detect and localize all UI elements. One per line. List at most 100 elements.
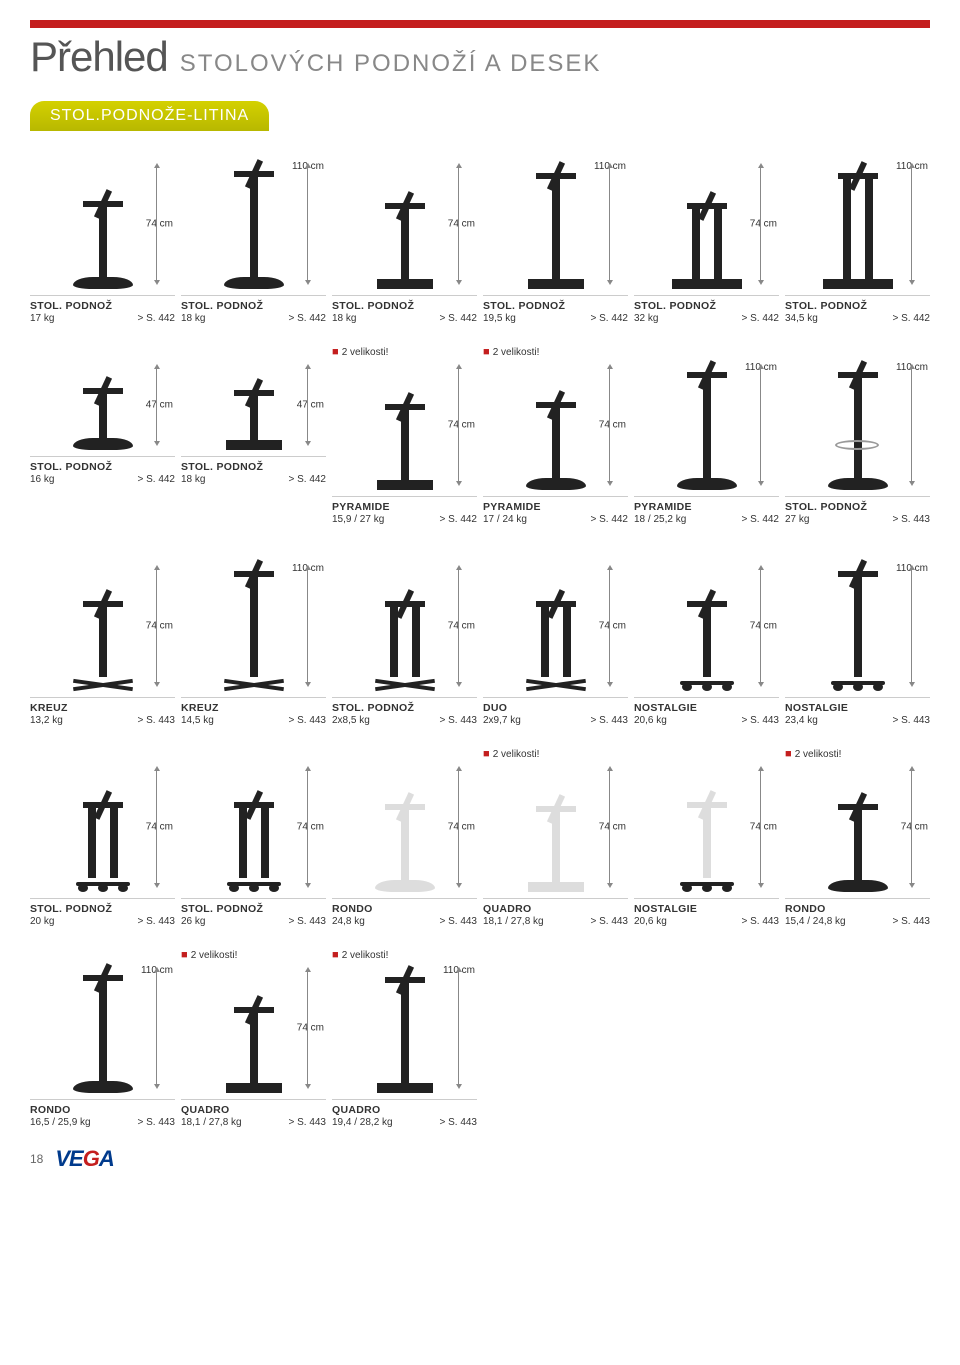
product-figure: 74 cm xyxy=(483,561,628,691)
product-figure: 74 cm xyxy=(181,762,326,892)
product-name: QUADRO xyxy=(181,1104,326,1116)
product-name: DUO xyxy=(483,702,628,714)
product-weight: 16 kg xyxy=(30,474,54,485)
product-page-ref: > S. 442 xyxy=(741,313,779,324)
page-footer: 18 VEGA xyxy=(30,1146,930,1172)
product-page-ref: > S. 442 xyxy=(892,313,930,324)
product-weight: 20,6 kg xyxy=(634,715,667,726)
product-page-ref: > S. 442 xyxy=(590,514,628,525)
product-info: NOSTALGIE23,4 kg> S. 443 xyxy=(785,697,930,726)
product-info: STOL. PODNOŽ19,5 kg > S. 442 xyxy=(483,295,628,324)
product-info: QUADRO18,1 / 27,8 kg> S. 443 xyxy=(181,1099,326,1128)
page-title: Přehled STOLOVÝCH PODNOŽÍ A DESEK xyxy=(30,33,930,81)
product-page-ref: > S. 443 xyxy=(288,1117,326,1128)
product-page-ref: > S. 442 xyxy=(590,313,628,324)
dimension-arrow xyxy=(609,368,610,482)
height-label: 74 cm xyxy=(750,219,777,230)
product-page-ref: > S. 442 xyxy=(288,474,326,485)
product-info: STOL. PODNOŽ27 kg> S. 443 xyxy=(785,496,930,525)
height-label: 74 cm xyxy=(297,822,324,833)
product-page-ref: > S. 443 xyxy=(137,1117,175,1128)
product-row: 74 cmKREUZ13,2 kg> S. 443110 cmKREUZ14,5… xyxy=(30,543,930,726)
product-cell: 2 velikosti!74 cmRONDO15,4 / 24,8 kg> S.… xyxy=(785,744,930,927)
product-weight: 32 kg xyxy=(634,313,658,324)
product-figure: 74 cm xyxy=(483,360,628,490)
product-info: RONDO24,8 kg> S. 443 xyxy=(332,898,477,927)
product-name: NOSTALGIE xyxy=(634,702,779,714)
product-page-ref: > S. 443 xyxy=(288,916,326,927)
product-cell: 74 cm STOL. PODNOŽ26 kg> S. 443 xyxy=(181,744,326,927)
product-info: NOSTALGIE20,6 kg > S. 443 xyxy=(634,697,779,726)
size-badge: 2 velikosti! xyxy=(483,347,539,358)
height-label: 74 cm xyxy=(448,822,475,833)
dimension-arrow xyxy=(458,569,459,683)
product-name: STOL. PODNOŽ xyxy=(483,300,628,312)
product-page-ref: > S. 443 xyxy=(137,715,175,726)
product-page-ref: > S. 442 xyxy=(137,474,175,485)
product-figure: 74 cm xyxy=(634,159,779,289)
product-cell xyxy=(785,945,930,1128)
product-cell: 110 cmKREUZ14,5 kg> S. 443 xyxy=(181,543,326,726)
product-figure: 74 cm xyxy=(332,561,477,691)
dimension-arrow xyxy=(609,770,610,884)
product-figure: 74 cm xyxy=(332,360,477,490)
product-page-ref: > S. 442 xyxy=(137,313,175,324)
product-name: QUADRO xyxy=(483,903,628,915)
product-weight: 34,5 kg xyxy=(785,313,818,324)
product-name: RONDO xyxy=(785,903,930,915)
product-figure: 110 cm xyxy=(785,159,930,289)
product-page-ref: > S. 443 xyxy=(590,916,628,927)
product-info: STOL. PODNOŽ16 kg> S. 442 xyxy=(30,456,175,485)
dimension-arrow xyxy=(458,368,459,482)
product-cell: 2 velikosti!74 cmQUADRO18,1 / 27,8 kg> S… xyxy=(483,744,628,927)
product-grid: 74 cmSTOL. PODNOŽ17 kg> S. 442110 cmSTOL… xyxy=(30,141,930,1128)
product-figure: 74 cm xyxy=(181,963,326,1093)
product-info: STOL. PODNOŽ18 kg> S. 442 xyxy=(181,295,326,324)
product-cell: 74 cmDUO2x9,7 kg> S. 443 xyxy=(483,543,628,726)
product-info: PYRAMIDE18 / 25,2 kg> S. 442 xyxy=(634,496,779,525)
product-figure: 110 cm xyxy=(634,360,779,490)
product-cell: 2 velikosti! 74 cm PYRAMIDE17 / 24 kg> S. … xyxy=(483,342,628,525)
product-name: STOL. PODNOŽ xyxy=(332,702,477,714)
height-label: 74 cm xyxy=(146,822,173,833)
product-weight: 16,5 / 25,9 kg xyxy=(30,1117,91,1128)
product-page-ref: > S. 443 xyxy=(741,715,779,726)
product-name: STOL. PODNOŽ xyxy=(181,300,326,312)
height-label: 74 cm xyxy=(448,219,475,230)
dimension-arrow xyxy=(307,167,308,281)
product-cell: 74 cmSTOL. PODNOŽ2x8,5 kg> S. 443 xyxy=(332,543,477,726)
product-weight: 15,4 / 24,8 kg xyxy=(785,916,846,927)
title-sub: STOLOVÝCH PODNOŽÍ A DESEK xyxy=(180,50,602,78)
product-cell xyxy=(634,945,779,1128)
product-name: STOL. PODNOŽ xyxy=(332,300,477,312)
product-info: STOL. PODNOŽ26 kg> S. 443 xyxy=(181,898,326,927)
dimension-arrow xyxy=(156,368,157,442)
height-label: 74 cm xyxy=(297,1023,324,1034)
height-label: 74 cm xyxy=(146,219,173,230)
product-weight: 13,2 kg xyxy=(30,715,63,726)
product-name: STOL. PODNOŽ xyxy=(30,903,175,915)
product-row: 47 cmSTOL. PODNOŽ16 kg> S. 44247 cmSTOL.… xyxy=(30,342,930,525)
product-weight: 19,5 kg xyxy=(483,313,516,324)
height-label: 74 cm xyxy=(146,621,173,632)
product-weight: 18 kg xyxy=(181,313,205,324)
product-page-ref: > S. 443 xyxy=(288,715,326,726)
product-info: PYRAMIDE17 / 24 kg> S. 442 xyxy=(483,496,628,525)
product-info: RONDO16,5 / 25,9 kg> S. 443 xyxy=(30,1099,175,1128)
dimension-arrow xyxy=(911,167,912,281)
product-page-ref: > S. 443 xyxy=(137,916,175,927)
product-info: STOL. PODNOŽ32 kg> S. 442 xyxy=(634,295,779,324)
product-cell: 110 cmSTOL. PODNOŽ34,5 kg> S. 442 xyxy=(785,141,930,324)
brand-logo: VEGA xyxy=(55,1146,113,1172)
product-info: KREUZ13,2 kg > S. 443 xyxy=(30,697,175,726)
product-figure: 110 cm xyxy=(181,561,326,691)
product-figure: 74 cm xyxy=(785,762,930,892)
product-page-ref: > S. 442 xyxy=(439,313,477,324)
product-name: KREUZ xyxy=(30,702,175,714)
product-info: RONDO15,4 / 24,8 kg> S. 443 xyxy=(785,898,930,927)
height-label: 74 cm xyxy=(750,621,777,632)
dimension-arrow xyxy=(156,569,157,683)
product-cell: 110 cmRONDO16,5 / 25,9 kg> S. 443 xyxy=(30,945,175,1128)
dimension-arrow xyxy=(760,167,761,281)
product-info: STOL. PODNOŽ20 kg> S. 443 xyxy=(30,898,175,927)
